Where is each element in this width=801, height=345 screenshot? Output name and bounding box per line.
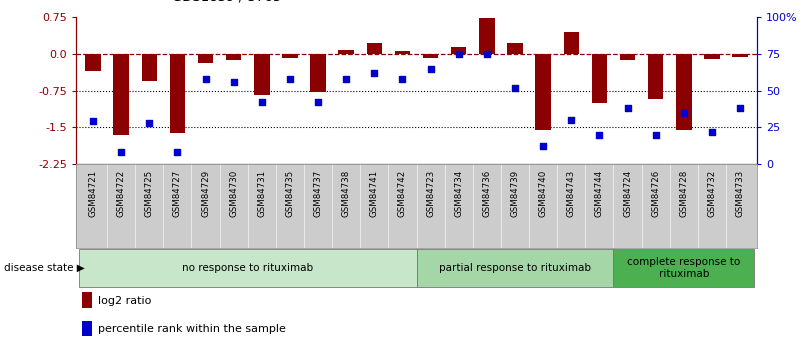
- Bar: [676, 54, 691, 130]
- Bar: [564, 32, 579, 54]
- Bar: [704, 54, 719, 59]
- Point: [425, 66, 437, 71]
- Text: GSM84740: GSM84740: [538, 170, 548, 217]
- Point: [481, 51, 493, 57]
- Text: disease state ▶: disease state ▶: [4, 263, 85, 273]
- Bar: [85, 54, 101, 71]
- Point: [312, 99, 324, 105]
- Text: GSM84726: GSM84726: [651, 170, 660, 217]
- Text: GSM84741: GSM84741: [370, 170, 379, 217]
- Text: GSM84723: GSM84723: [426, 170, 435, 217]
- Text: GSM84736: GSM84736: [482, 170, 491, 217]
- Text: GSM84743: GSM84743: [567, 170, 576, 217]
- Text: complete response to
rituximab: complete response to rituximab: [627, 257, 740, 279]
- Bar: [535, 54, 551, 130]
- Bar: [82, 321, 92, 336]
- Bar: [82, 292, 92, 308]
- Bar: [592, 54, 607, 103]
- FancyBboxPatch shape: [79, 249, 417, 287]
- Text: no response to rituximab: no response to rituximab: [182, 263, 313, 273]
- FancyBboxPatch shape: [614, 249, 754, 287]
- Text: GSM84729: GSM84729: [201, 170, 210, 217]
- FancyBboxPatch shape: [417, 249, 614, 287]
- Point: [678, 110, 690, 115]
- Point: [537, 144, 549, 149]
- Point: [87, 119, 99, 124]
- Text: GSM84733: GSM84733: [735, 170, 745, 217]
- Bar: [339, 50, 354, 54]
- Bar: [226, 54, 241, 60]
- Point: [565, 117, 578, 122]
- Bar: [170, 54, 185, 133]
- Point: [340, 76, 352, 81]
- Point: [396, 76, 409, 81]
- Point: [621, 106, 634, 111]
- Bar: [114, 54, 129, 135]
- Text: GSM84730: GSM84730: [229, 170, 238, 217]
- Text: GSM84722: GSM84722: [117, 170, 126, 217]
- Text: GSM84725: GSM84725: [145, 170, 154, 217]
- Bar: [282, 54, 298, 58]
- Bar: [198, 54, 213, 63]
- Bar: [479, 18, 494, 54]
- Text: percentile rank within the sample: percentile rank within the sample: [98, 324, 286, 334]
- Text: GSM84739: GSM84739: [510, 170, 520, 217]
- Bar: [142, 54, 157, 81]
- Bar: [732, 54, 748, 57]
- Point: [734, 106, 747, 111]
- Point: [453, 51, 465, 57]
- Text: GDS1839 / 3765: GDS1839 / 3765: [172, 0, 282, 3]
- Text: GSM84724: GSM84724: [623, 170, 632, 217]
- Text: log2 ratio: log2 ratio: [98, 296, 151, 306]
- Point: [171, 149, 183, 155]
- Bar: [395, 51, 410, 54]
- Point: [199, 76, 212, 81]
- Point: [227, 79, 240, 85]
- Bar: [310, 54, 326, 92]
- Point: [115, 149, 127, 155]
- Bar: [620, 54, 635, 60]
- Text: GSM84732: GSM84732: [707, 170, 716, 217]
- Text: GSM84738: GSM84738: [342, 170, 351, 217]
- Text: GSM84728: GSM84728: [679, 170, 688, 217]
- Bar: [451, 47, 466, 54]
- Bar: [254, 54, 269, 96]
- Point: [593, 132, 606, 137]
- Point: [143, 120, 155, 126]
- Point: [650, 132, 662, 137]
- Text: GSM84731: GSM84731: [257, 170, 266, 217]
- Text: GSM84721: GSM84721: [88, 170, 98, 217]
- Point: [368, 70, 380, 76]
- Bar: [507, 43, 523, 54]
- Text: GSM84727: GSM84727: [173, 170, 182, 217]
- Point: [284, 76, 296, 81]
- Bar: [367, 43, 382, 54]
- Bar: [423, 54, 438, 58]
- Bar: [648, 54, 663, 99]
- Text: partial response to rituximab: partial response to rituximab: [439, 263, 591, 273]
- Text: GSM84744: GSM84744: [595, 170, 604, 217]
- Text: GSM84735: GSM84735: [285, 170, 295, 217]
- Text: GSM84737: GSM84737: [313, 170, 323, 217]
- Point: [509, 85, 521, 90]
- Point: [706, 129, 718, 135]
- Point: [256, 99, 268, 105]
- Text: GSM84742: GSM84742: [398, 170, 407, 217]
- Text: GSM84734: GSM84734: [454, 170, 463, 217]
